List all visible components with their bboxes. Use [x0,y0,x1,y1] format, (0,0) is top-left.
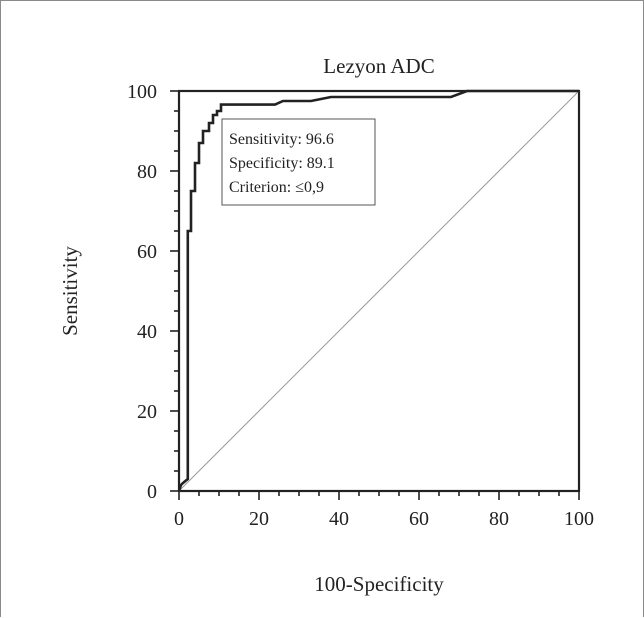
info-criterion: Criterion: ≤0,9 [229,179,324,196]
roc-curve [177,89,579,492]
x-tick-label: 20 [249,508,269,530]
y-tick-label: 60 [137,241,157,263]
x-tick-label: 80 [489,508,509,530]
tick-labels: 0 20 40 60 80 100 0 20 40 60 80 100 [127,81,594,530]
y-tick-label: 0 [147,481,157,503]
x-tick-label: 40 [329,508,349,530]
tick-marks [170,90,580,500]
x-tick-label: 0 [174,508,184,530]
y-tick-label: 40 [137,321,157,343]
chart-title: Lezyon ADC [323,54,434,78]
y-tick-label: 20 [137,401,157,423]
x-tick-label: 100 [564,508,594,530]
reference-diagonal-line [178,90,580,492]
x-tick-label: 60 [409,508,429,530]
info-box-border [221,118,376,206]
y-tick-label: 100 [127,81,157,103]
y-tick-label: 80 [137,161,157,183]
info-specificity: Specificity: 89.1 [229,155,335,172]
criterion-info-box: Sensitivity: 96.6 Specificity: 89.1 Crit… [221,118,376,206]
x-axis-title: 100-Specificity [314,572,444,596]
info-sensitivity: Sensitivity: 96.6 [229,131,334,148]
y-axis-title: Sensitivity [58,246,82,336]
